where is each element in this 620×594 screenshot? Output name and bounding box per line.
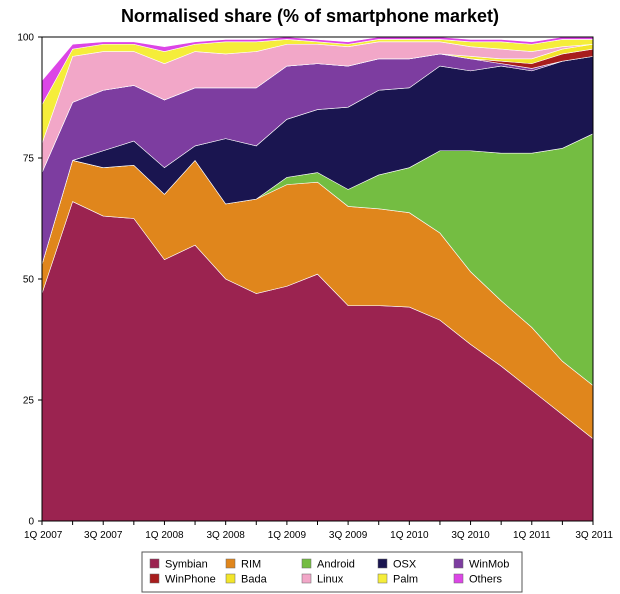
- legend-swatch-bada: [225, 573, 236, 584]
- legend-swatch-winmob: [453, 558, 464, 569]
- x-tick-label: 1Q 2008: [145, 530, 184, 541]
- legend-label-android: Android: [317, 559, 355, 571]
- legend-swatch-android: [301, 558, 312, 569]
- legend-swatch-linux: [301, 573, 312, 584]
- y-tick-label: 100: [17, 33, 34, 44]
- y-axis-ticks: 0 25 50 75 100: [17, 33, 42, 528]
- legend: Symbian RIM Android OSX WinMob WinPhone Bada Li…: [141, 551, 523, 593]
- legend-box: [141, 551, 523, 593]
- x-axis-ticks: 1Q 2007 3Q 2007 1Q 2008 3Q 2008 1Q 2009 3Q 20…: [24, 521, 613, 541]
- legend-label-palm: Palm: [393, 574, 418, 586]
- chart-title: Normalised share (% of smartphone market…: [120, 6, 500, 26]
- x-tick-label: 1Q 2009: [268, 530, 307, 541]
- x-tick-label: 1Q 2007: [24, 530, 63, 541]
- x-tick-label: 1Q 2010: [390, 530, 429, 541]
- legend-label-bada: Bada: [241, 574, 268, 586]
- y-tick-label: 0: [28, 517, 34, 528]
- y-tick-label: 25: [23, 396, 35, 407]
- legend-label-winmob: WinMob: [469, 559, 509, 571]
- legend-swatch-rim: [225, 558, 236, 569]
- legend-swatch-symbian: [149, 558, 160, 569]
- y-tick-label: 75: [23, 154, 35, 165]
- x-tick-label: 3Q 2011: [575, 530, 613, 541]
- x-tick-label: 3Q 2007: [84, 530, 123, 541]
- legend-swatch-winphone: [149, 573, 160, 584]
- legend-label-osx: OSX: [393, 559, 417, 571]
- x-tick-label: 3Q 2009: [329, 530, 368, 541]
- legend-label-others: Others: [469, 574, 503, 586]
- legend-label-rim: RIM: [241, 559, 261, 571]
- legend-swatch-palm: [377, 573, 388, 584]
- legend-label-linux: Linux: [317, 574, 344, 586]
- legend-label-winphone: WinPhone: [165, 574, 216, 586]
- x-tick-label: 1Q 2011: [513, 530, 551, 541]
- chart-areas: [41, 36, 594, 522]
- legend-swatch-osx: [377, 558, 388, 569]
- legend-label-symbian: Symbian: [165, 559, 208, 571]
- y-tick-label: 50: [23, 275, 35, 286]
- x-tick-label: 3Q 2008: [206, 530, 245, 541]
- legend-swatch-others: [453, 573, 464, 584]
- x-tick-label: 3Q 2010: [451, 530, 490, 541]
